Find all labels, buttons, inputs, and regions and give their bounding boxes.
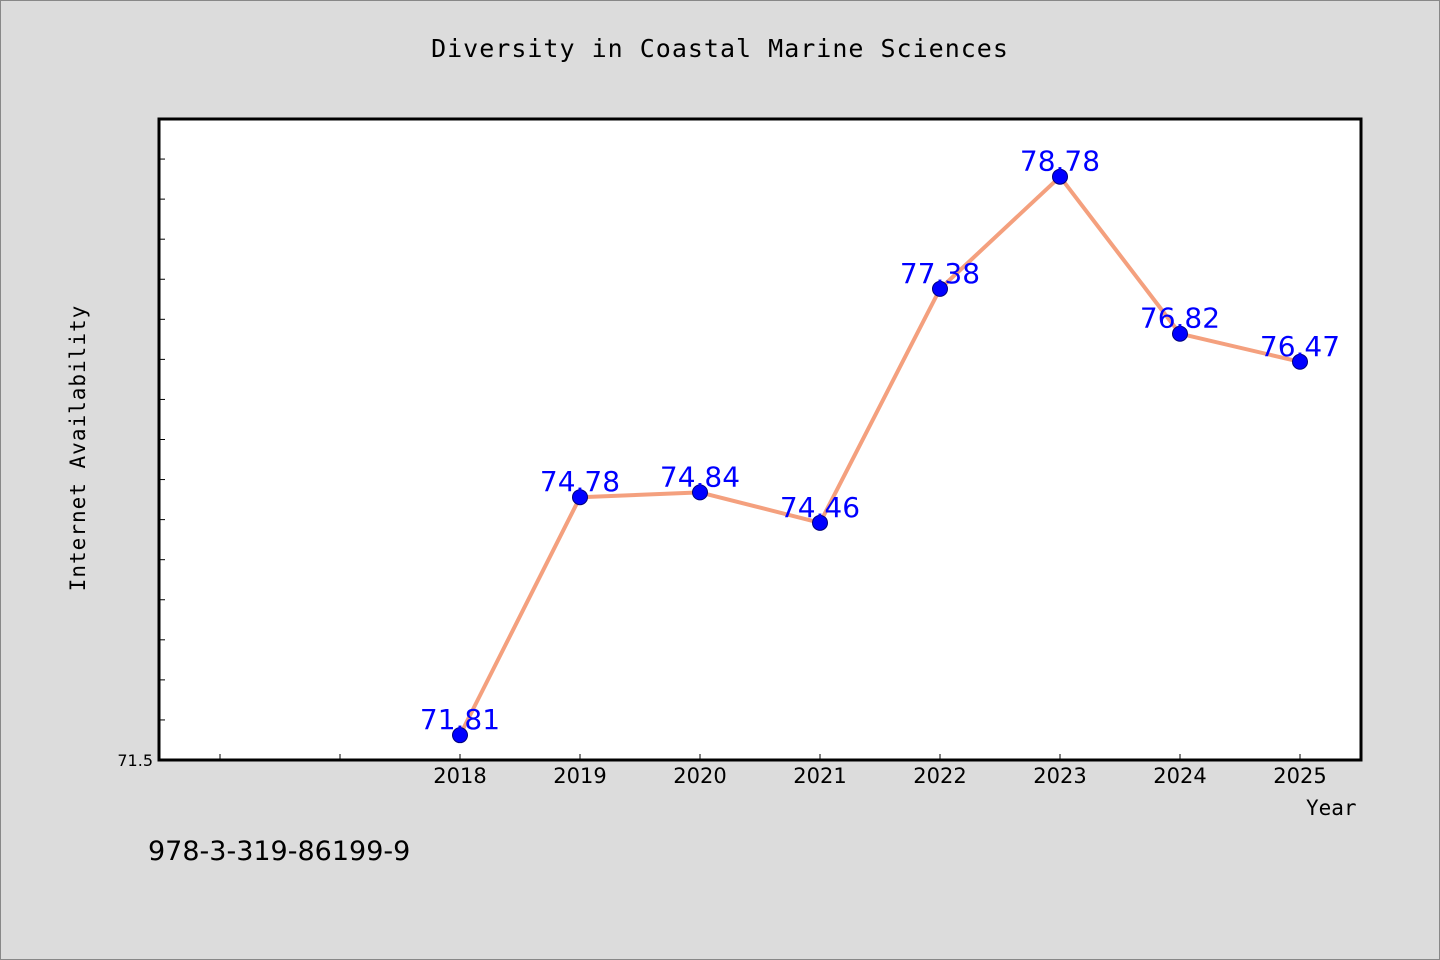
x-tick-label: 2022 bbox=[913, 764, 966, 788]
series-line bbox=[458, 174, 1301, 737]
data-label: 76.82 bbox=[1140, 302, 1220, 335]
chart-title: Diversity in Coastal Marine Sciences bbox=[431, 34, 1009, 63]
x-tick-label: 2021 bbox=[793, 764, 846, 788]
x-tick-label: 2024 bbox=[1153, 764, 1206, 788]
plot-border bbox=[157, 117, 1363, 762]
data-label: 78.78 bbox=[1020, 145, 1100, 178]
data-point bbox=[692, 484, 708, 501]
data-label: 76.47 bbox=[1260, 330, 1340, 363]
series-layer bbox=[452, 168, 1308, 744]
x-tick-label: 2020 bbox=[673, 764, 726, 788]
data-point bbox=[1052, 168, 1068, 185]
x-tick-label: 2018 bbox=[433, 764, 486, 788]
data-point bbox=[1292, 353, 1308, 370]
data-point bbox=[932, 280, 948, 297]
data-label: 74.78 bbox=[540, 465, 620, 498]
y-tick-label: 71.5 bbox=[117, 751, 153, 770]
axis-ticks: 71.5 2018 2019 2020 2021 2022 2023 2024 2025 bbox=[117, 118, 1327, 788]
x-tick-label: 2023 bbox=[1033, 764, 1086, 788]
data-label: 71.81 bbox=[420, 703, 500, 736]
plot-area bbox=[159, 119, 1361, 760]
data-labels: 71.81 74.78 74.84 74.46 77.38 78.78 76.82 76.47 bbox=[420, 145, 1340, 736]
data-point bbox=[812, 514, 828, 531]
x-axis-label: Year bbox=[1306, 796, 1357, 820]
data-label: 74.84 bbox=[660, 460, 740, 493]
data-point bbox=[452, 727, 468, 744]
x-tick-label: 2025 bbox=[1273, 764, 1326, 788]
data-point bbox=[1172, 325, 1188, 342]
isbn-text: 978-3-319-86199-9 bbox=[148, 836, 411, 867]
data-label: 74.46 bbox=[780, 491, 860, 524]
data-point bbox=[572, 489, 588, 506]
data-label: 77.38 bbox=[900, 257, 980, 290]
x-tick-label: 2019 bbox=[553, 764, 606, 788]
